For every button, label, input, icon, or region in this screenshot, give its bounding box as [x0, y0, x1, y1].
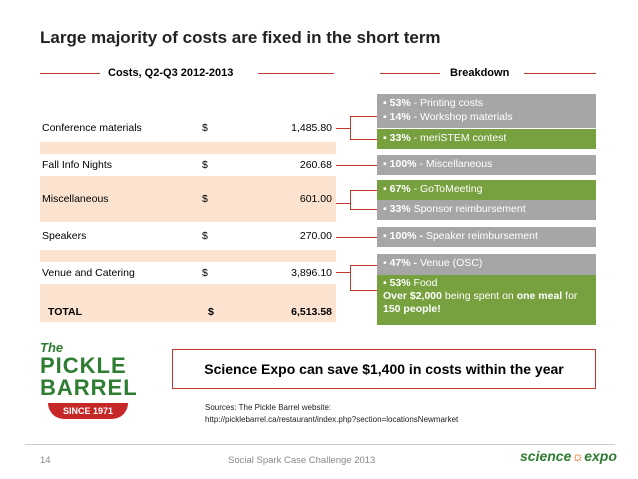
table-total-row: TOTAL $ 6,513.58	[40, 284, 336, 322]
breakdown-box-gotomeeting: ▪ 67% - GoToMeeting	[377, 180, 596, 200]
connector-line	[350, 139, 377, 140]
footer-divider	[25, 444, 615, 445]
lightbulb-icon: ☼	[571, 448, 585, 464]
page-number: 14	[40, 455, 51, 466]
connector-line	[336, 165, 377, 166]
breakdown-box-meristem: ▪ 33% - meriSTEM contest	[377, 129, 596, 149]
table-spacer	[40, 96, 336, 114]
table-row: Conference materials $ 1,485.80	[40, 114, 336, 142]
pickle-barrel-logo: The PICKLE BARREL SINCE 1971	[40, 340, 142, 419]
costs-header: Costs, Q2-Q3 2012-2013	[108, 67, 234, 79]
breakdown-line-right	[524, 73, 596, 74]
connector-line	[350, 116, 377, 117]
table-row: Miscellaneous $ 601.00	[40, 176, 336, 222]
connector-line	[336, 272, 350, 273]
connector-line	[350, 190, 351, 210]
connector-line	[350, 190, 377, 191]
header-line-right	[258, 73, 334, 74]
connector-line	[350, 209, 377, 210]
breakdown-header: Breakdown	[450, 67, 510, 79]
sources: Sources: The Pickle Barrel website: http…	[205, 403, 459, 424]
connector-line	[350, 116, 351, 140]
page-title: Large majority of costs are fixed in the…	[40, 28, 441, 47]
connector-line	[350, 265, 377, 266]
breakdown-box-food: • 53% Food Over $2,000 being spent on on…	[377, 275, 596, 325]
connector-line	[336, 203, 350, 204]
table-row: Speakers $ 270.00	[40, 222, 336, 250]
footer-title: Social Spark Case Challenge 2013	[228, 455, 376, 466]
science-expo-logo: science☼expo	[520, 448, 617, 464]
table-spacer	[40, 250, 336, 262]
savings-callout: Science Expo can save $1,400 in costs wi…	[172, 349, 596, 389]
logo-pickle: PICKLE	[40, 353, 127, 378]
logo-the: The	[40, 340, 64, 355]
logo-since-banner: SINCE 1971	[48, 403, 128, 419]
connector-line	[350, 265, 351, 290]
table-row: Fall Info Nights $ 260.68	[40, 154, 336, 176]
breakdown-box-speakers: ▪ 100% - Speaker reimbursement	[377, 227, 596, 247]
breakdown-box-fall: ▪ 100% - Miscellaneous	[377, 155, 596, 175]
breakdown-box-venue: • 47% - Venue (OSC)	[377, 254, 596, 275]
header-line-left	[40, 73, 100, 74]
table-row: Venue and Catering $ 3,896.10	[40, 262, 336, 284]
logo-barrel: BARREL	[40, 375, 138, 400]
table-spacer	[40, 142, 336, 154]
breakdown-box-sponsor: ▪ 33% Sponsor reimbursement	[377, 200, 596, 220]
connector-line	[336, 237, 377, 238]
connector-line	[336, 128, 350, 129]
breakdown-line-left	[380, 73, 440, 74]
connector-line	[350, 290, 377, 291]
breakdown-box-conference: ▪ 53% - Printing costs ▪ 14% - Workshop …	[377, 94, 596, 128]
